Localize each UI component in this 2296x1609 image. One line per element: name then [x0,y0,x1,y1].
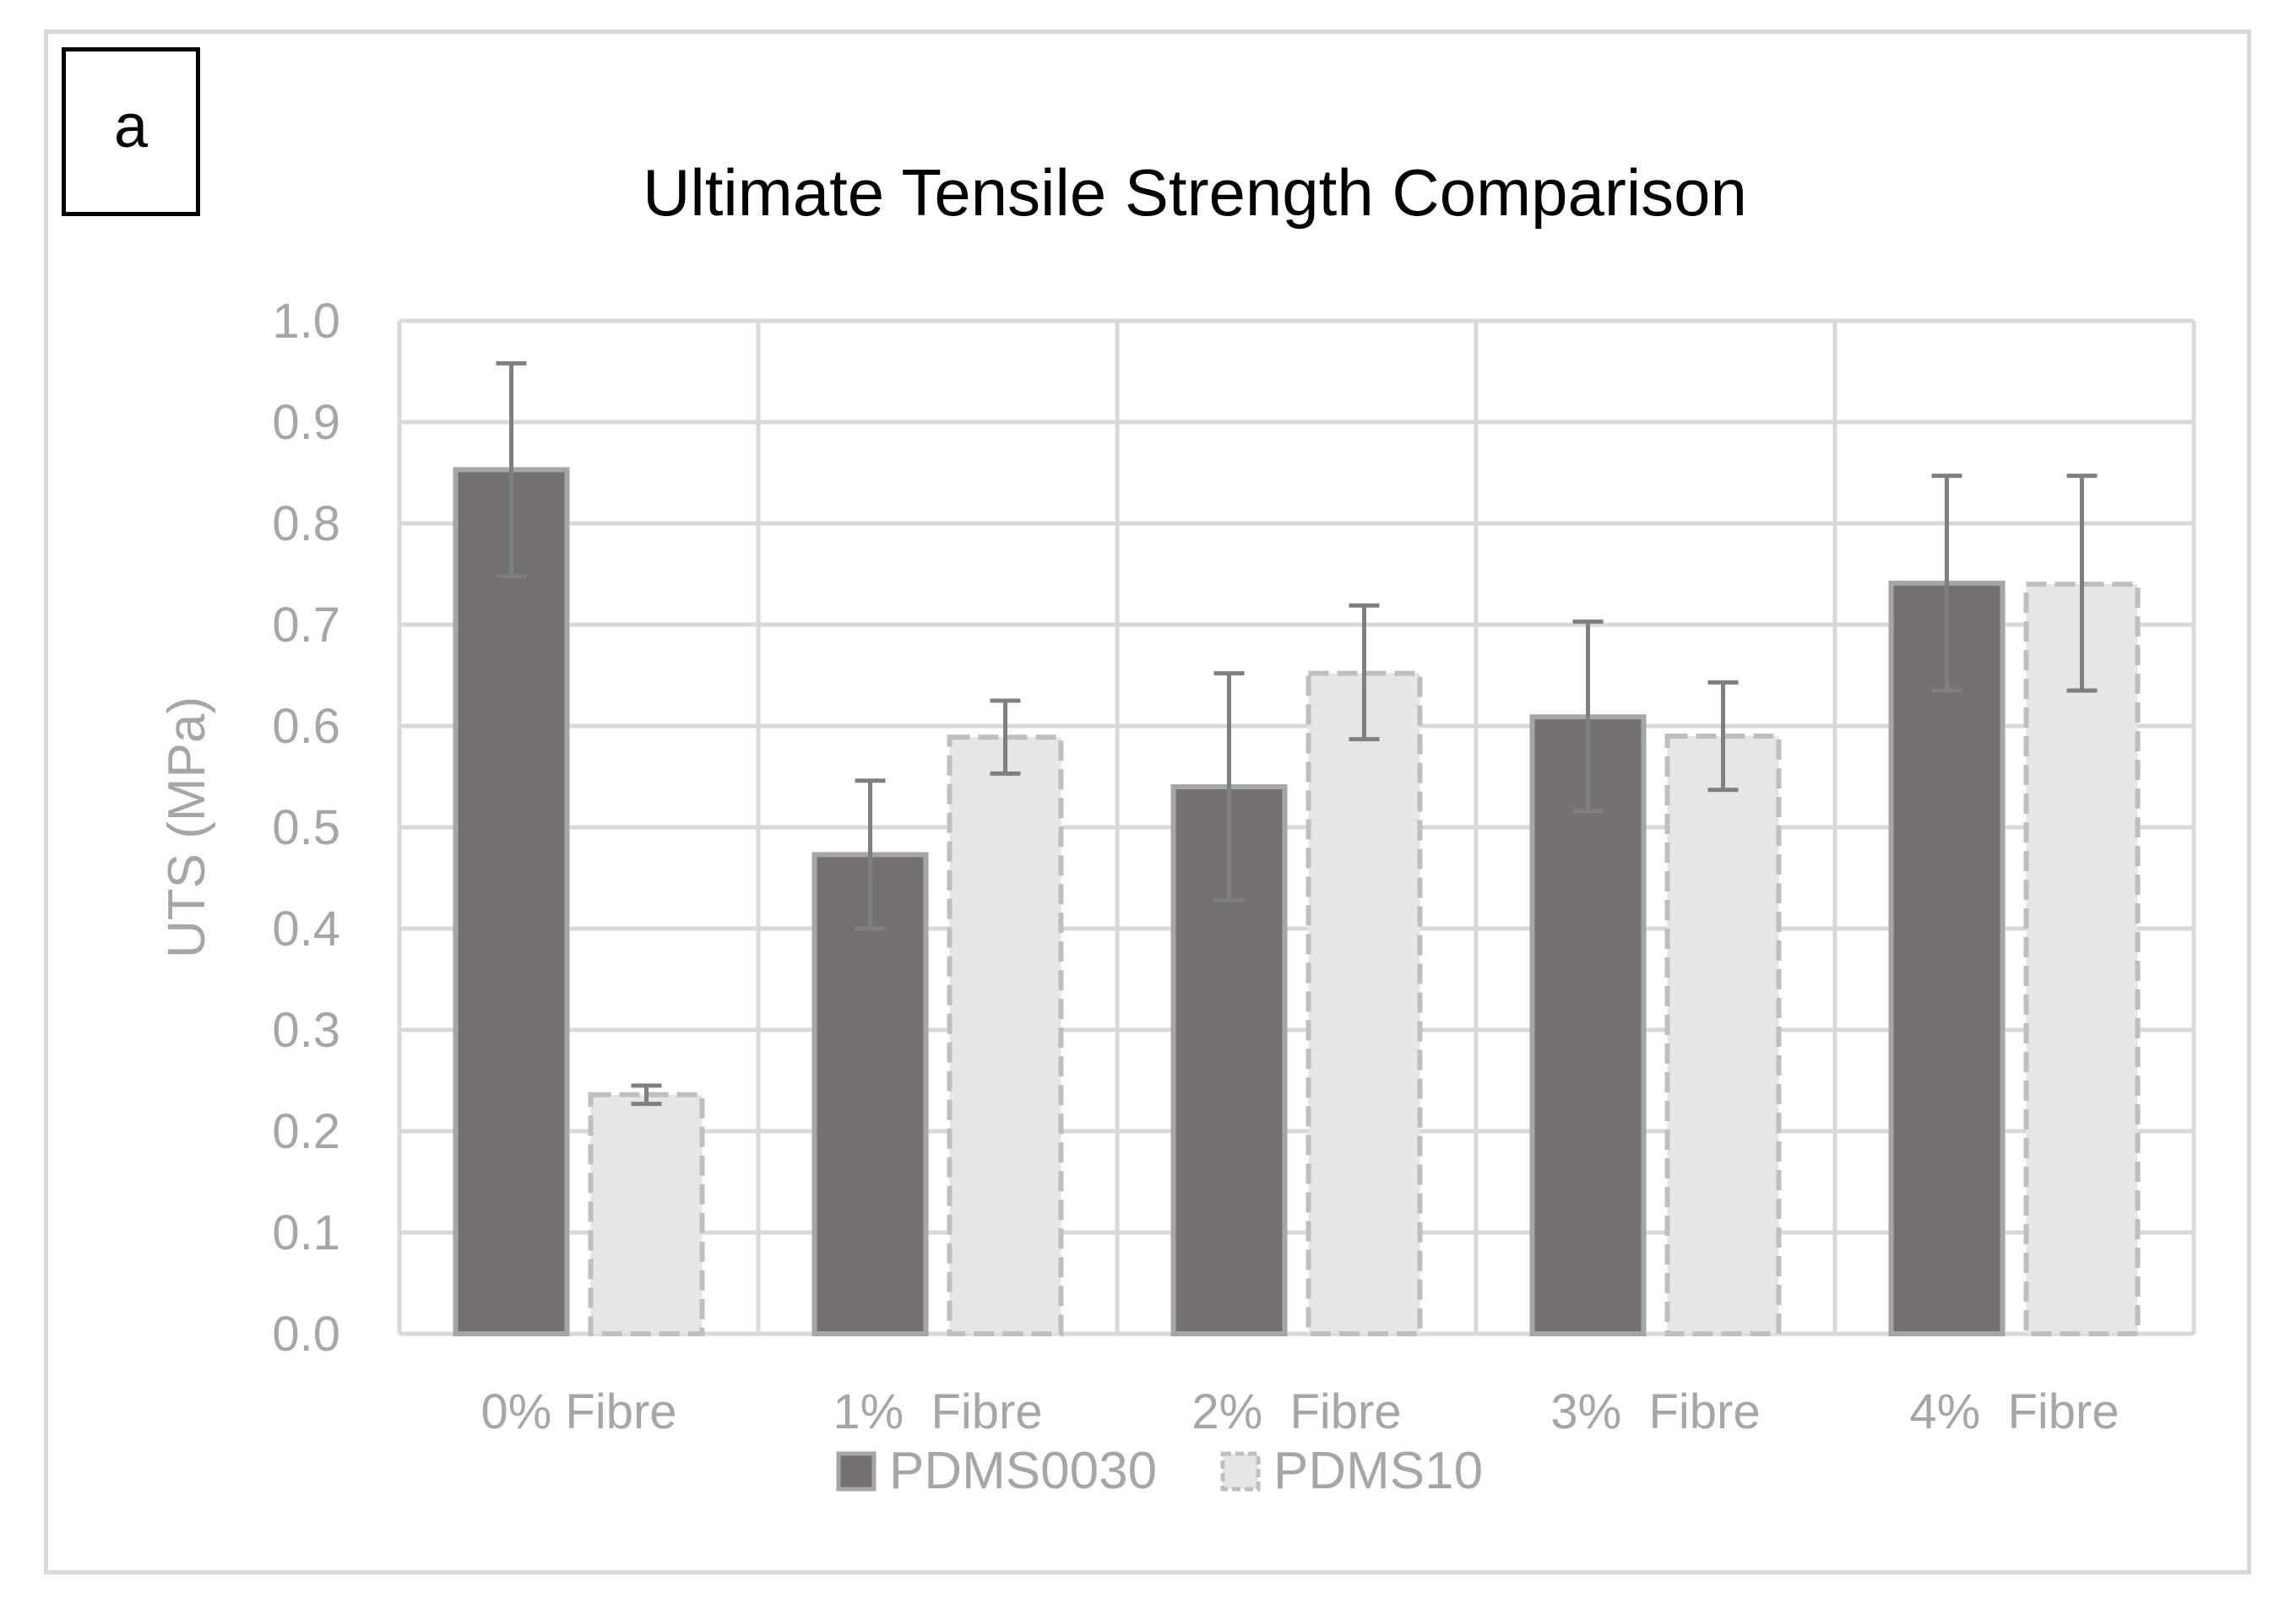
legend-swatch-pdms10 [1220,1451,1261,1492]
x-category-label: 4% Fibre [1909,1384,2119,1439]
bar-pdms10-0 [588,1092,705,1337]
legend-label-pdms0030: PDMS0030 [889,1442,1157,1500]
legend-label-pdms10: PDMS10 [1273,1442,1483,1500]
y-axis-ticks: 0.0 0.1 0.2 0.3 0.4 0.5 0.6 0.7 0.8 0.9 1.0 [272,294,340,1362]
bars [453,467,2141,1337]
chart-title: Ultimate Tensile Strength Comparison [643,155,1747,230]
panel-label: a [62,47,200,216]
bar-pdms0030-3 [1529,714,1647,1336]
bar-pdms10-1 [947,734,1064,1336]
legend: PDMS0030 PDMS10 [836,1442,1483,1500]
x-category-label: 1% Fibre [833,1384,1042,1439]
bar-pdms0030-4 [1888,580,2006,1336]
y-tick-label: 0.0 [272,1307,340,1362]
y-tick-label: 0.5 [272,800,340,855]
x-category-label: 2% Fibre [1191,1384,1401,1439]
x-axis-categories: 0% Fibre 1% Fibre 2% Fibre 3% Fibre 4% Fibre [480,1384,2119,1439]
x-category-label: 3% Fibre [1550,1384,1760,1439]
x-category-label: 0% Fibre [480,1384,676,1439]
chart-frame [44,30,2251,1574]
y-tick-label: 0.7 [272,598,340,653]
bar-pdms0030-0 [453,467,570,1336]
y-axis-title: UTS (MPa) [158,696,216,958]
bar-pdms10-4 [2023,582,2141,1336]
bar-pdms10-2 [1305,670,1423,1336]
y-tick-label: 0.2 [272,1104,340,1159]
y-tick-label: 0.4 [272,902,340,956]
bar-pdms0030-1 [811,852,929,1336]
legend-swatch-pdms0030 [836,1451,877,1492]
y-tick-label: 0.8 [272,496,340,551]
y-tick-label: 0.1 [272,1205,340,1260]
y-tick-label: 0.9 [272,395,340,450]
bar-pdms10-3 [1664,734,1782,1336]
error-bars [496,360,2098,1107]
y-tick-label: 1.0 [272,294,340,349]
y-tick-label: 0.3 [272,1003,340,1058]
y-tick-label: 0.6 [272,699,340,754]
